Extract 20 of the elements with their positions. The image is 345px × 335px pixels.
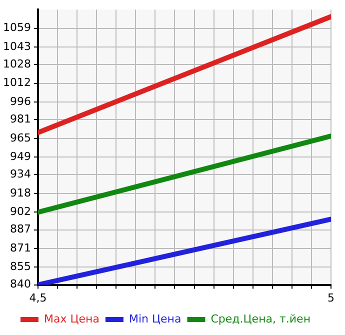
y-tick-label: 965 [10, 131, 31, 144]
y-tick-label: 918 [10, 186, 31, 200]
y-tick-label: 981 [10, 112, 31, 126]
y-tick-label: 1043 [2, 40, 31, 53]
y-tick-label: 902 [10, 205, 31, 218]
y-tick-label: 871 [10, 241, 31, 254]
y-tick-label: 840 [10, 278, 31, 291]
y-tick-label: 934 [10, 168, 31, 181]
y-tick-label: 855 [10, 260, 31, 274]
legend-label: Max Цена [44, 312, 100, 326]
y-tick-label: 996 [10, 94, 31, 108]
x-tick-label: 4,5 [29, 291, 47, 304]
legend-label: Min Цена [128, 312, 182, 326]
y-tick-label: 1028 [2, 58, 31, 70]
y-tick-label: 1012 [2, 76, 31, 90]
x-tick-label: 5 [328, 291, 334, 304]
y-tick-label: 949 [10, 150, 31, 164]
y-tick-label: 1059 [2, 21, 31, 34]
legend-label: Сред.Цена, т.йен [210, 312, 311, 326]
y-tick-label: 887 [10, 222, 31, 236]
